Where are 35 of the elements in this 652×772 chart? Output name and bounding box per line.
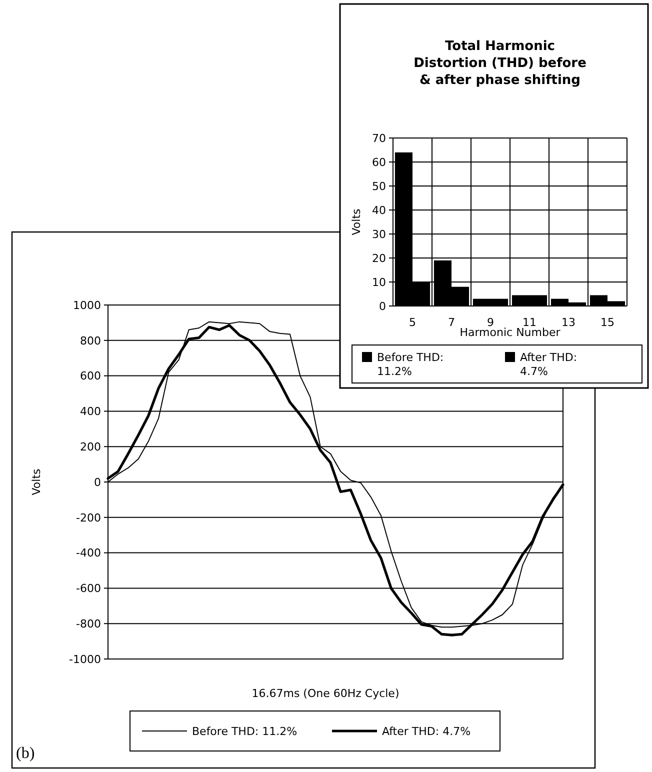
y-tick-label: 0 bbox=[379, 300, 386, 313]
y-tick-label: 30 bbox=[372, 228, 386, 241]
x-tick-label: 13 bbox=[562, 316, 576, 329]
x-tick-label: 5 bbox=[409, 316, 416, 329]
x-tick-label: 7 bbox=[448, 316, 455, 329]
text: (b) bbox=[16, 745, 35, 762]
y-tick-label: -1000 bbox=[69, 652, 101, 666]
y-axis-title: Volts bbox=[350, 208, 363, 236]
y-tick-label: 60 bbox=[372, 156, 386, 169]
x-tick-label: 9 bbox=[487, 316, 494, 329]
legend-label: Before THD: 11.2% bbox=[377, 350, 444, 378]
y-tick-label: 1000 bbox=[73, 298, 101, 312]
legend-label: After THD: 4.7% bbox=[382, 724, 471, 738]
y-tick-label: -200 bbox=[76, 511, 101, 524]
y-tick-label: 600 bbox=[80, 370, 101, 383]
y-tick-label: 20 bbox=[372, 252, 386, 265]
legend-label: After THD: 4.7% bbox=[520, 350, 578, 378]
y-tick-label: 50 bbox=[372, 180, 386, 193]
chart-title: Total Harmonic Distortion (THD) before & after phase shifting bbox=[414, 39, 587, 88]
y-tick-label: 40 bbox=[372, 204, 386, 217]
x-axis-title: 16.67ms (One 60Hz Cycle) bbox=[252, 687, 400, 700]
y-tick-label: -400 bbox=[76, 546, 101, 560]
x-tick-label: 11 bbox=[522, 316, 536, 329]
y-tick-label: 0 bbox=[94, 476, 101, 489]
x-axis-title: Harmonic Number bbox=[460, 326, 561, 339]
y-tick-label: 200 bbox=[80, 440, 101, 454]
y-tick-label: -800 bbox=[76, 617, 101, 630]
y-tick-label: 70 bbox=[372, 132, 386, 145]
y-tick-label: 10 bbox=[372, 276, 386, 289]
y-tick-label: -600 bbox=[76, 582, 101, 596]
y-tick-label: 400 bbox=[80, 405, 101, 418]
y-tick-label: 800 bbox=[80, 334, 101, 348]
legend-label: Before THD: 11.2% bbox=[192, 724, 298, 738]
x-tick-label: 15 bbox=[600, 316, 614, 329]
y-axis-title: Volts bbox=[30, 468, 43, 496]
